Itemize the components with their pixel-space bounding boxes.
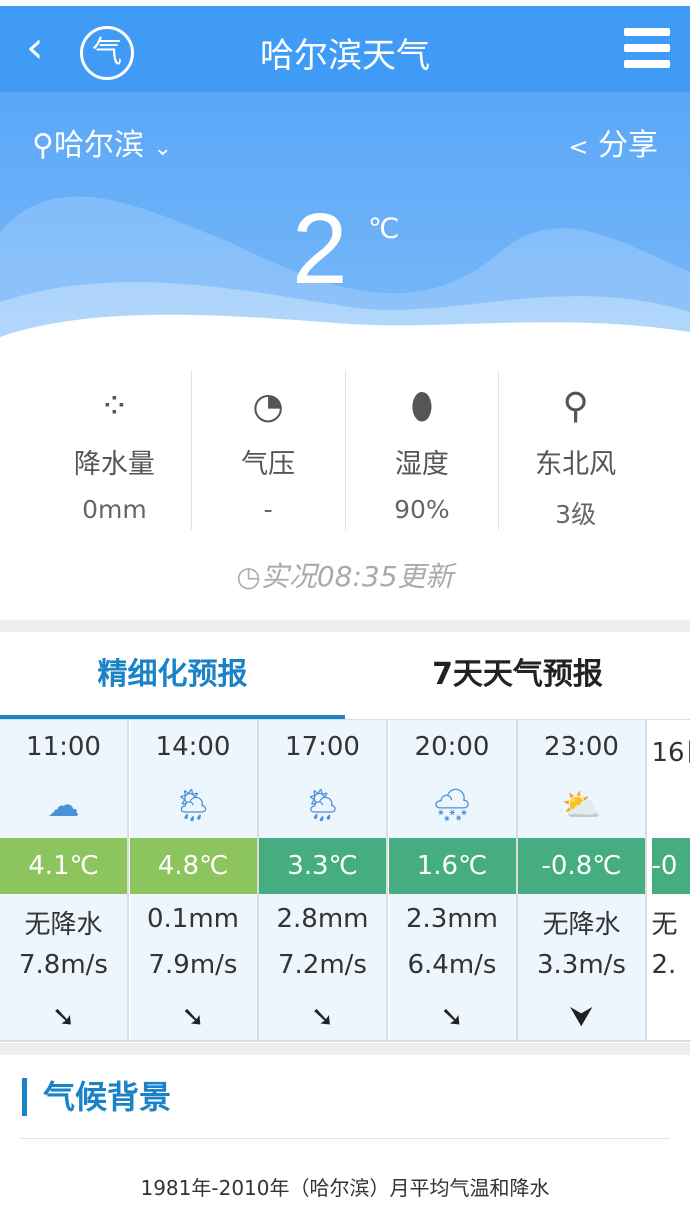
forecast-temperature: 3.3℃ [259,838,386,894]
divider [0,1043,690,1055]
gauge-icon: ◔ [252,386,284,427]
stat-label: 湿度 [394,449,449,480]
forecast-precipitation: 无降水 [542,910,621,940]
clock-icon: ◷ [236,560,261,593]
stat-wind: ⚲ 东北风 3级 [499,370,652,530]
section-title-climate: 气候背景 [22,1078,171,1116]
wind-direction-arrow-icon: ➘ [181,1000,205,1033]
forecast-wind-speed: 3.3m/s [537,950,626,980]
forecast-temperature: 4.1℃ [0,838,127,894]
share-label: 分享 [598,128,658,163]
forecast-wind-speed: 2. [651,950,677,980]
weather-snow-icon: 🌨 [431,786,473,824]
forecast-time: 16日 [651,738,690,768]
stat-value: 0mm [82,495,147,524]
weather-stats: ⁘ 降水量 0mm ◔ 气压 - ⬮ 湿度 90% ⚲ 东北风 3级 [38,370,652,530]
weather-partly-cloudy-rain-icon: 🌦 [172,786,214,824]
stat-precipitation: ⁘ 降水量 0mm [38,370,192,530]
chevron-down-icon: ⌄ [153,136,172,161]
wind-direction-arrow-icon: ➘ [440,1000,464,1033]
forecast-temperature: 1.6℃ [388,838,516,894]
stat-label: 东北风 [535,449,617,480]
forecast-wind-speed: 7.2m/s [278,950,367,980]
tab-7day-forecast[interactable]: 7天天气预报 [432,657,603,692]
forecast-tabs: 精细化预报 7天天气预报 [0,632,690,720]
weather-partly-cloudy-rain-icon: 🌦 [302,786,343,824]
header: ‹ 气 哈尔滨天气 [0,6,690,92]
status-strip [0,0,690,6]
back-chevron-left-icon[interactable]: ‹ [26,22,44,73]
forecast-wind-speed: 7.9m/s [148,950,238,980]
wave-background [0,196,690,352]
forecast-column: 16日 -0 无 2. [647,720,690,1040]
forecast-time: 11:00 [26,732,101,762]
weather-blank-icon [652,772,690,838]
forecast-column: 17:00 🌦 3.3℃ 2.8mm 7.2m/s ➘ [259,720,388,1040]
forecast-wind-speed: 7.8m/s [19,950,108,980]
share-button[interactable]: < 分享 [568,120,658,164]
weather-partly-cloudy-icon: ⛅ [561,786,602,824]
forecast-time: 17:00 [285,732,360,762]
forecast-precipitation: 2.8mm [276,904,369,934]
forecast-time: 20:00 [414,732,490,762]
forecast-wind-speed: 6.4m/s [407,950,497,980]
wind-direction-arrow-icon: ➘ [310,1000,335,1033]
forecast-precipitation: 2.3mm [405,904,498,934]
wind-turbine-icon: ⚲ [562,386,589,427]
current-temperature: 2 [292,193,348,305]
divider [20,1138,670,1139]
stat-pressure: ◔ 气压 - [192,370,346,530]
forecast-precipitation: 无 [651,910,678,940]
forecast-precipitation: 无降水 [24,910,103,940]
forecast-temperature: -0.8℃ [518,838,645,894]
wind-direction-arrow-icon: ➘ [51,1000,76,1033]
page-title: 哈尔滨天气 [260,36,430,76]
stat-value: - [263,495,273,524]
forecast-column: 14:00 🌦 4.8℃ 0.1mm 7.9m/s ➘ [129,720,259,1040]
stat-humidity: ⬮ 湿度 90% [346,370,500,530]
forecast-column: 23:00 ⛅ -0.8℃ 无降水 3.3m/s ⮟ [518,720,647,1040]
stat-value: 90% [394,495,450,524]
stat-label: 降水量 [73,449,155,480]
forecast-column: 11:00 ☁ 4.1℃ 无降水 7.8m/s ➘ [0,720,129,1040]
logo-icon: 气 [80,26,134,80]
forecast-temperature: 4.8℃ [129,838,257,894]
location-pin-icon: ⚲ [32,128,54,163]
hamburger-menu-icon[interactable] [624,28,670,68]
update-time: ◷实况08:35更新 [0,555,690,595]
climate-chart-caption: 1981年-2010年（哈尔滨）月平均气温和降水 [140,1176,550,1200]
raindrops-icon: ⁘ [99,386,130,427]
forecast-time: 14:00 [155,732,231,762]
city-name: 哈尔滨 [53,128,144,163]
forecast-time: 23:00 [544,732,619,762]
temperature-unit: ℃ [368,212,400,245]
forecast-column: 20:00 🌨 1.6℃ 2.3mm 6.4m/s ➘ [388,720,518,1040]
city-selector[interactable]: ⚲哈尔滨 ⌄ [32,120,172,164]
share-icon: < [568,133,589,161]
tab-detailed-forecast[interactable]: 精细化预报 [0,632,345,719]
forecast-precipitation: 0.1mm [146,904,239,934]
stat-label: 气压 [241,449,296,480]
update-text: 实况08:35更新 [260,560,454,593]
weather-cloudy-icon: ☁ [47,786,80,824]
stat-value: 3级 [555,500,597,529]
humidity-icon: ⬮ [410,386,434,427]
hourly-forecast[interactable]: 11:00 ☁ 4.1℃ 无降水 7.8m/s ➘ 14:00 🌦 4.8℃ 0.… [0,720,690,1042]
forecast-temperature: -0 [651,838,690,894]
current-weather-hero: ⚲哈尔滨 ⌄ < 分享 2 ℃ [0,92,690,352]
wind-direction-arrow-icon: ⮟ [569,1000,594,1033]
divider [0,620,690,632]
